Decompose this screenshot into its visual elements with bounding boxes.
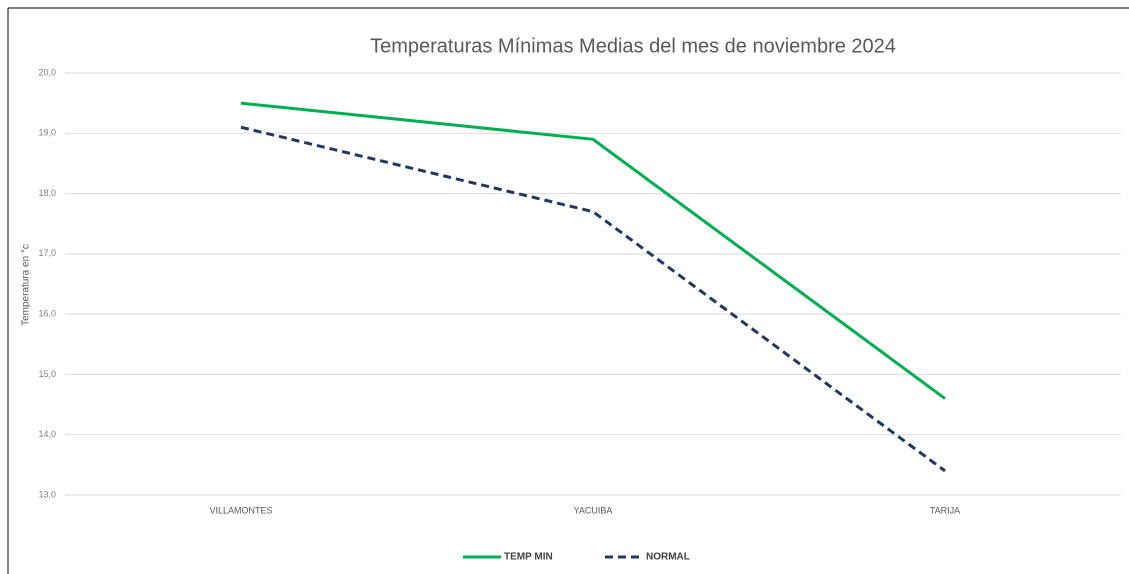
y-tick-label: 19,0 — [38, 128, 56, 138]
x-tick-label: TARIJA — [930, 505, 960, 515]
chart-title: Temperaturas Mínimas Medias del mes de n… — [370, 35, 896, 57]
y-tick-label: 20,0 — [38, 67, 56, 77]
y-tick-label: 14,0 — [38, 429, 56, 439]
y-axis-label: Temperatura en °c — [21, 244, 32, 326]
x-tick-label: YACUIBA — [574, 505, 613, 515]
y-tick-label: 17,0 — [38, 248, 56, 258]
y-tick-label: 16,0 — [38, 309, 56, 319]
line-series — [240, 101, 946, 400]
legend-label: NORMAL — [646, 552, 690, 563]
line-series — [240, 125, 946, 473]
x-tick-label: VILLAMONTES — [209, 505, 272, 515]
y-tick-label: 13,0 — [38, 489, 56, 499]
y-tick-label: 15,0 — [38, 369, 56, 379]
y-tick-label: 18,0 — [38, 188, 56, 198]
legend-label: TEMP MIN — [504, 552, 553, 563]
